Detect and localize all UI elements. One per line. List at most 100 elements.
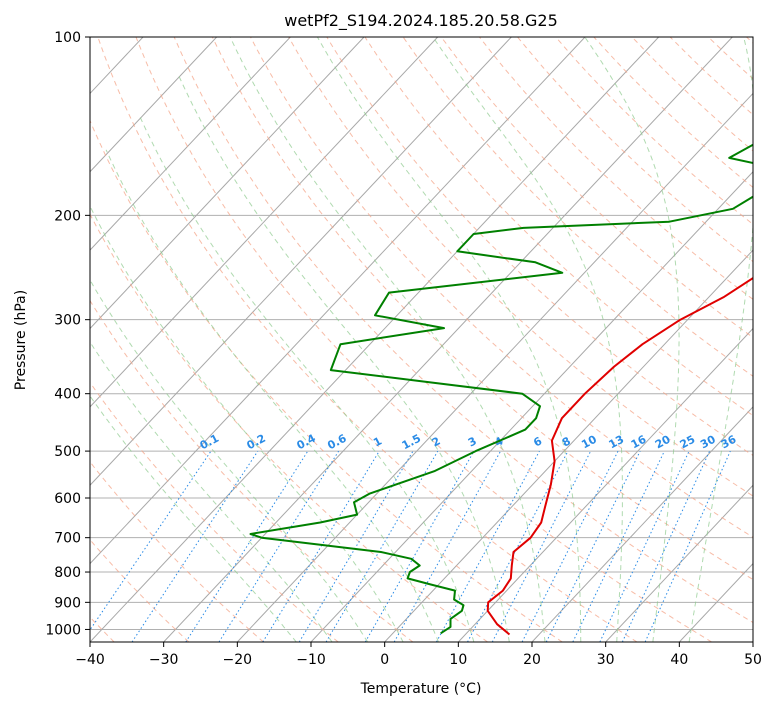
moist-adiabat-line	[229, 37, 546, 642]
dry-adiabat-line	[708, 37, 753, 80]
y-tick-label: 1000	[45, 622, 81, 638]
mixing-ratio-line	[491, 450, 592, 642]
mixing-ratio-label: 30	[698, 433, 718, 452]
x-tick-label: 40	[670, 652, 688, 668]
background-lines	[0, 37, 753, 642]
x-tick-label: 10	[449, 652, 467, 668]
y-tick-label: 700	[54, 531, 81, 547]
y-tick-label: 900	[54, 595, 81, 611]
mixing-ratio-line	[364, 450, 475, 642]
y-tick-label: 800	[54, 565, 81, 581]
moist-adiabat-line	[316, 37, 582, 642]
dry-adiabat-line	[402, 37, 753, 377]
dry-adiabat-line	[211, 37, 753, 581]
mixing-ratio-label: 6	[531, 434, 544, 449]
mixing-ratio-line	[467, 450, 569, 642]
plot-frame	[89, 36, 754, 643]
isotherm-line	[605, 484, 753, 642]
x-tick-label: 20	[523, 652, 541, 668]
mixing-ratio-line	[90, 450, 212, 631]
mixing-ratio-line	[185, 450, 309, 642]
mixing-ratio-label: 36	[719, 433, 739, 452]
mixing-ratio-label: 10	[579, 433, 599, 452]
mixing-ratio-line	[262, 450, 380, 642]
mixing-ratio-label: 13	[607, 433, 627, 452]
y-axis-label: Pressure (hPa)	[13, 290, 29, 390]
isotherm-line	[752, 641, 753, 642]
moist-adiabat-line	[432, 37, 623, 642]
mixing-ratio-line	[599, 450, 690, 642]
dry-adiabat-line	[90, 119, 563, 642]
mixing-ratio-label: 1	[371, 434, 384, 449]
isotherm-line	[90, 37, 365, 330]
moist-adiabat-line	[177, 72, 510, 642]
isotherm-line	[90, 37, 218, 173]
y-axis: 100 200 300 400 500 600 700 800 900 1000	[45, 30, 90, 638]
dry-adiabat-line	[517, 37, 753, 263]
mixing-ratio-line	[218, 450, 340, 642]
dry-adiabat-line	[250, 37, 753, 538]
x-tick-label: 30	[597, 652, 615, 668]
mixing-ratio-label: 0.1	[198, 432, 221, 453]
mixing-ratio-line	[644, 450, 731, 642]
y-tick-label: 100	[54, 30, 81, 46]
moist-adiabat-line	[138, 113, 475, 642]
moist-adiabat-line	[584, 37, 680, 642]
profiles	[249, 143, 753, 636]
x-tick-label: −20	[223, 652, 253, 668]
moist-adiabat-line	[90, 279, 369, 642]
mixing-ratio-label: 3	[466, 434, 479, 449]
background-line-labels: 0.1 0.2 0.4 0.6 1 1.5 2 3 4 6 8 10 13 16 20 25 30 36	[198, 432, 739, 453]
isotherm-line	[678, 562, 753, 642]
mixing-ratio-label: 0.4	[294, 432, 318, 453]
y-tick-label: 300	[54, 313, 81, 329]
dry-adiabat-line	[90, 299, 414, 642]
mixing-ratio-line	[572, 450, 665, 642]
isotherm-line	[90, 37, 439, 408]
y-tick-label: 600	[54, 491, 81, 507]
mixing-ratio-line	[621, 450, 711, 642]
dry-adiabat-line	[364, 37, 753, 417]
dry-adiabat-line	[326, 37, 753, 456]
mixing-ratio-line	[545, 450, 641, 642]
moist-adiabat-line	[90, 205, 404, 642]
x-tick-label: −40	[75, 652, 105, 668]
moist-adiabat-line	[105, 149, 439, 642]
x-tick-label: −10	[296, 652, 326, 668]
mixing-ratio-label: 2	[430, 434, 443, 449]
isotherm-line	[236, 92, 753, 642]
mixing-ratio-label: 20	[653, 433, 673, 452]
x-tick-label: 50	[744, 652, 762, 668]
isotherm-line	[163, 37, 733, 642]
chart-title: wetPf2_S194.2024.185.20.58.G25	[284, 11, 558, 31]
y-tick-label: 200	[54, 208, 81, 224]
moist-adiabat-line	[90, 341, 333, 642]
mixing-ratio-line	[435, 450, 540, 642]
dry-adiabat-line	[135, 37, 712, 642]
mixing-ratio-line	[325, 450, 439, 642]
isotherm-line	[384, 249, 753, 642]
x-axis: −40 −30 −20 −10 0 10 20 30 40 50	[75, 642, 762, 668]
dry-adiabat-line	[669, 37, 753, 116]
x-axis-label: Temperature (°C)	[360, 681, 482, 697]
isotherm-line	[90, 37, 512, 486]
temperature-profile	[486, 276, 753, 636]
y-tick-label: 400	[54, 387, 81, 403]
isotherm-line	[90, 37, 291, 251]
mixing-ratio-label: 25	[678, 433, 698, 452]
isotherm-line	[0, 37, 69, 642]
dry-adiabat-line	[288, 37, 753, 497]
dry-adiabat-line	[90, 460, 264, 642]
isotherm-line	[90, 37, 586, 565]
mixing-ratio-label: 1.5	[400, 432, 423, 453]
dry-adiabat-line	[173, 37, 753, 624]
x-tick-label: 0	[380, 652, 389, 668]
dry-adiabat-line	[746, 37, 753, 44]
mixing-ratio-label: 16	[629, 433, 649, 452]
dewpoint-profile	[249, 143, 753, 635]
isotherm-line	[457, 327, 753, 642]
moist-adiabat-line	[90, 395, 297, 642]
mixing-ratio-label: 8	[560, 434, 573, 449]
dry-adiabat-line	[440, 37, 753, 339]
mixing-ratio-line	[298, 450, 414, 642]
